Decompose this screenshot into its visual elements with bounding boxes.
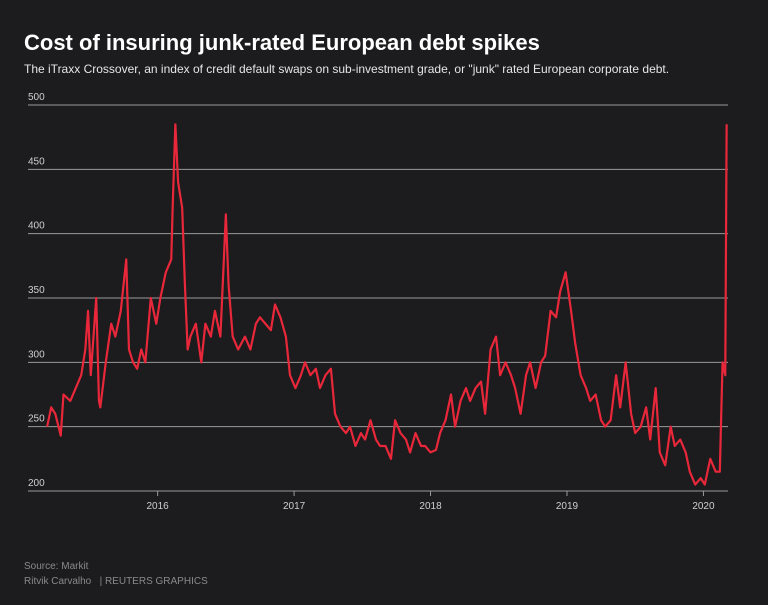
y-tick-label: 250: [28, 414, 45, 425]
y-tick-label: 500: [28, 92, 45, 103]
x-tick-label: 2020: [692, 501, 715, 512]
y-tick-label: 200: [28, 478, 45, 489]
y-tick-label: 350: [28, 285, 45, 296]
line-series: [46, 123, 728, 486]
x-tick-label: 2019: [556, 501, 579, 512]
credit: Ritvik Carvalho | REUTERS GRAPHICS: [24, 576, 208, 587]
chart-title: Cost of insuring junk-rated European deb…: [24, 30, 540, 55]
y-tick-label: 400: [28, 221, 45, 232]
x-tick-label: 2018: [419, 501, 442, 512]
x-tick-label: 2016: [147, 501, 170, 512]
y-tick-label: 450: [28, 156, 45, 167]
source: Source: Markit: [24, 561, 89, 572]
x-tick-label: 2017: [283, 501, 306, 512]
y-tick-label: 300: [28, 349, 45, 360]
chart-subtitle: The iTraxx Crossover, an index of credit…: [24, 62, 669, 76]
